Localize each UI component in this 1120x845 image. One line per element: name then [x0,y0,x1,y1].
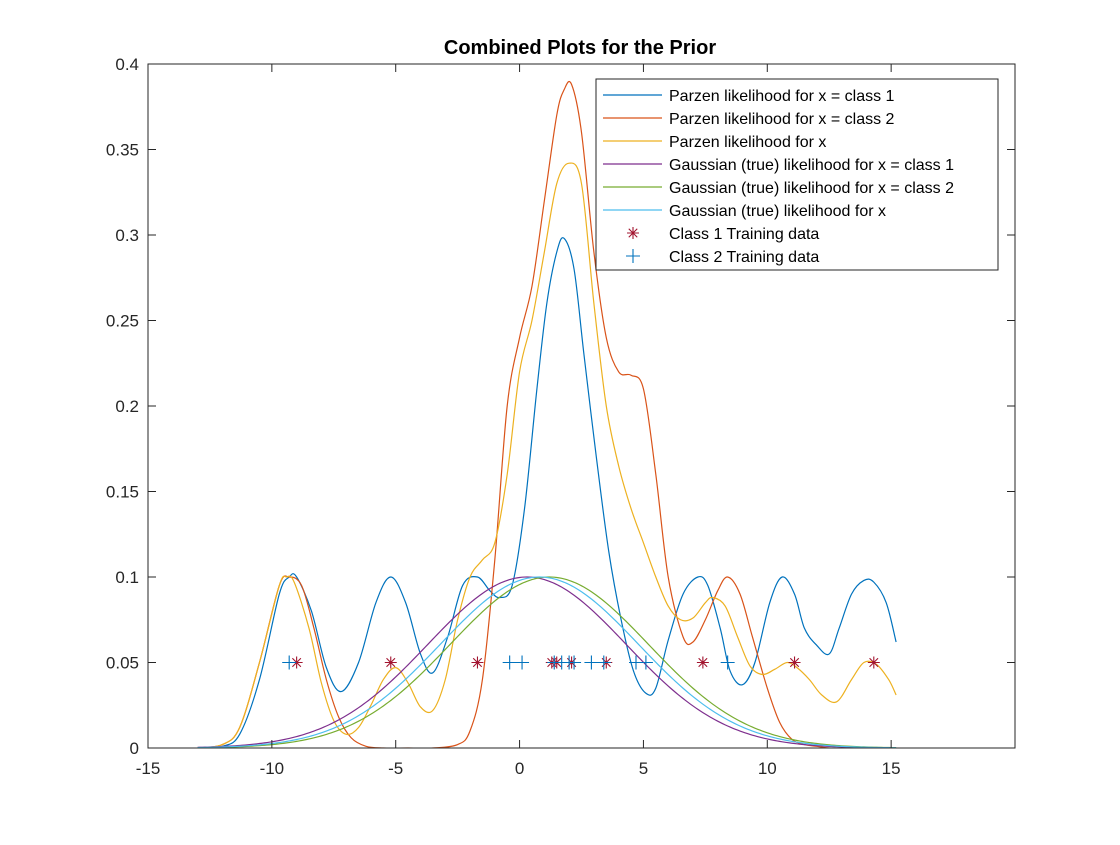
class2-marker [720,655,735,670]
class1-marker [867,656,880,669]
legend-entry-label: Class 1 Training data [669,226,819,243]
y-tick-label: 0.4 [115,55,139,74]
series-line-6 [197,576,897,748]
legend: Parzen likelihood for x = class 1 Parzen … [595,78,999,271]
class2-marker [567,655,582,670]
x-tick-label: -5 [388,759,403,778]
series-line-2 [197,80,842,748]
legend-entry-label: Gaussian (true) likelihood for x = class… [669,180,954,197]
class2-marker [596,655,611,670]
class2-marker [584,655,599,670]
legend-entry-label: Gaussian (true) likelihood for x [669,203,886,220]
class2-marker [515,655,530,670]
legend-entry-label: Parzen likelihood for x = class 2 [669,111,895,128]
series-line-1 [197,237,897,748]
series-lines [197,80,897,748]
x-tick-label: 10 [758,759,777,778]
legend-marker-star [627,227,639,239]
series-line-4 [197,576,897,748]
class2-marker [638,655,653,670]
x-tick-label: 15 [882,759,901,778]
x-tick-label: -10 [260,759,285,778]
legend-entry-label: Parzen likelihood for x [669,134,826,151]
class2-marker [282,655,297,670]
x-tick-label: 5 [639,759,648,778]
class1-marker [384,656,397,669]
training-data-markers [282,655,880,670]
axis-ticks: -15 -10 -5 0 5 10 15 0 0.05 0.1 0.15 0.2 0.25 0.3 0.35… [106,55,1015,778]
legend-entry-label: Gaussian (true) likelihood for x = class… [669,157,954,174]
y-tick-label: 0.05 [106,654,139,673]
x-tick-label: 0 [515,759,524,778]
series-line-3 [197,162,897,748]
y-tick-label: 0.35 [106,141,139,160]
class1-marker [696,656,709,669]
legend-marker-plus [626,249,640,263]
legend-entry-label: Class 2 Training data [669,249,819,266]
y-tick-label: 0.25 [106,312,139,331]
class1-marker [290,656,303,669]
y-tick-label: 0 [130,739,139,758]
legend-entry-label: Parzen likelihood for x = class 1 [669,88,895,105]
y-tick-label: 0.1 [115,568,139,587]
x-tick-label: -15 [136,759,161,778]
y-tick-label: 0.2 [115,397,139,416]
plot-area [197,80,897,748]
chart-title: Combined Plots for the Prior [444,37,716,59]
y-tick-label: 0.15 [106,483,139,502]
class1-marker [788,656,801,669]
y-tick-label: 0.3 [115,226,139,245]
class2-marker [502,655,517,670]
class1-marker [471,656,484,669]
legend-box [595,78,999,271]
